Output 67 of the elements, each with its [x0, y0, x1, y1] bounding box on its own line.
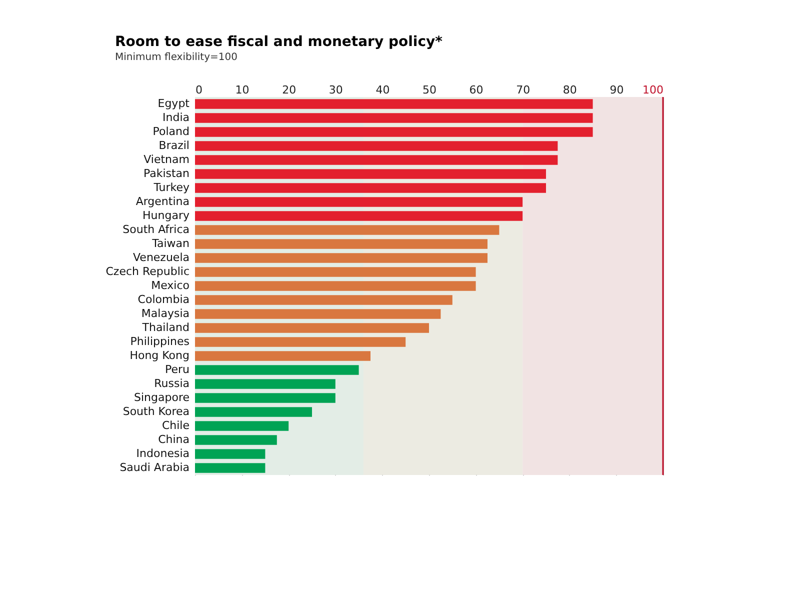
bar	[195, 393, 336, 403]
x-tick-label: 80	[562, 84, 577, 96]
y-tick-label: Russia	[154, 377, 190, 390]
y-tick-label: Pakistan	[143, 167, 190, 180]
bar	[195, 127, 593, 137]
y-tick-label: Hungary	[142, 209, 190, 222]
bar	[195, 323, 429, 333]
y-tick-label: Mexico	[151, 279, 190, 292]
x-tick-label: 40	[376, 84, 390, 96]
bar	[195, 267, 476, 277]
y-tick-label: Singapore	[134, 391, 190, 404]
bar	[195, 141, 558, 151]
y-tick-label: Indonesia	[136, 447, 190, 460]
bar	[195, 379, 336, 389]
y-tick-label: South Korea	[122, 405, 190, 418]
x-tick-label: 50	[422, 84, 436, 96]
y-tick-label: Thailand	[141, 321, 190, 334]
chart-title: Room to ease fiscal and monetary policy*	[115, 34, 444, 50]
y-tick-label: Venezuela	[133, 251, 190, 264]
y-tick-label: Egypt	[158, 97, 190, 110]
bar	[195, 225, 500, 235]
y-tick-label: Taiwan	[151, 237, 190, 250]
bar	[195, 463, 266, 473]
bar	[195, 99, 593, 109]
x-tick-label: 70	[516, 84, 530, 96]
y-tick-label: Poland	[152, 125, 190, 138]
bar	[195, 155, 558, 165]
bar	[195, 183, 546, 193]
y-tick-label: Argentina	[136, 195, 190, 208]
y-tick-label: Peru	[164, 363, 190, 376]
x-tick-label: 100	[642, 84, 664, 96]
bar	[195, 281, 476, 291]
y-tick-label: India	[162, 111, 190, 124]
x-tick-label: 10	[235, 84, 250, 96]
y-tick-label: Chile	[162, 419, 190, 432]
bar	[195, 351, 370, 361]
bar	[195, 169, 546, 179]
chart-subtitle: Minimum flexibility=100	[115, 52, 238, 63]
y-tick-label: Colombia	[138, 293, 190, 306]
y-tick-label: Hong Kong	[130, 349, 190, 362]
bar	[195, 365, 359, 375]
bar	[195, 239, 488, 249]
y-tick-label: South Africa	[122, 223, 190, 236]
bar	[195, 435, 277, 445]
bar	[195, 309, 441, 319]
y-tick-label: Malaysia	[141, 307, 190, 320]
bar	[195, 197, 523, 207]
y-tick-label: Philippines	[130, 335, 190, 348]
bar	[195, 113, 593, 123]
y-tick-label: Turkey	[152, 181, 190, 194]
bar	[195, 449, 266, 459]
bar	[195, 211, 523, 221]
x-tick-label: 30	[328, 84, 343, 96]
y-tick-label: Brazil	[158, 139, 190, 152]
y-tick-label: Saudi Arabia	[120, 461, 190, 474]
bar	[195, 407, 312, 417]
y-tick-label: Vietnam	[144, 153, 190, 166]
x-tick-label: 90	[610, 84, 624, 96]
x-tick-label: 60	[469, 84, 484, 96]
bar	[195, 295, 452, 305]
y-tick-label: Czech Republic	[106, 265, 190, 278]
bar	[195, 337, 406, 347]
bar	[195, 253, 488, 263]
x-tick-label: 0	[196, 84, 202, 96]
x-tick-label: 20	[282, 84, 296, 96]
y-tick-label: China	[158, 433, 190, 446]
bar	[195, 421, 289, 431]
